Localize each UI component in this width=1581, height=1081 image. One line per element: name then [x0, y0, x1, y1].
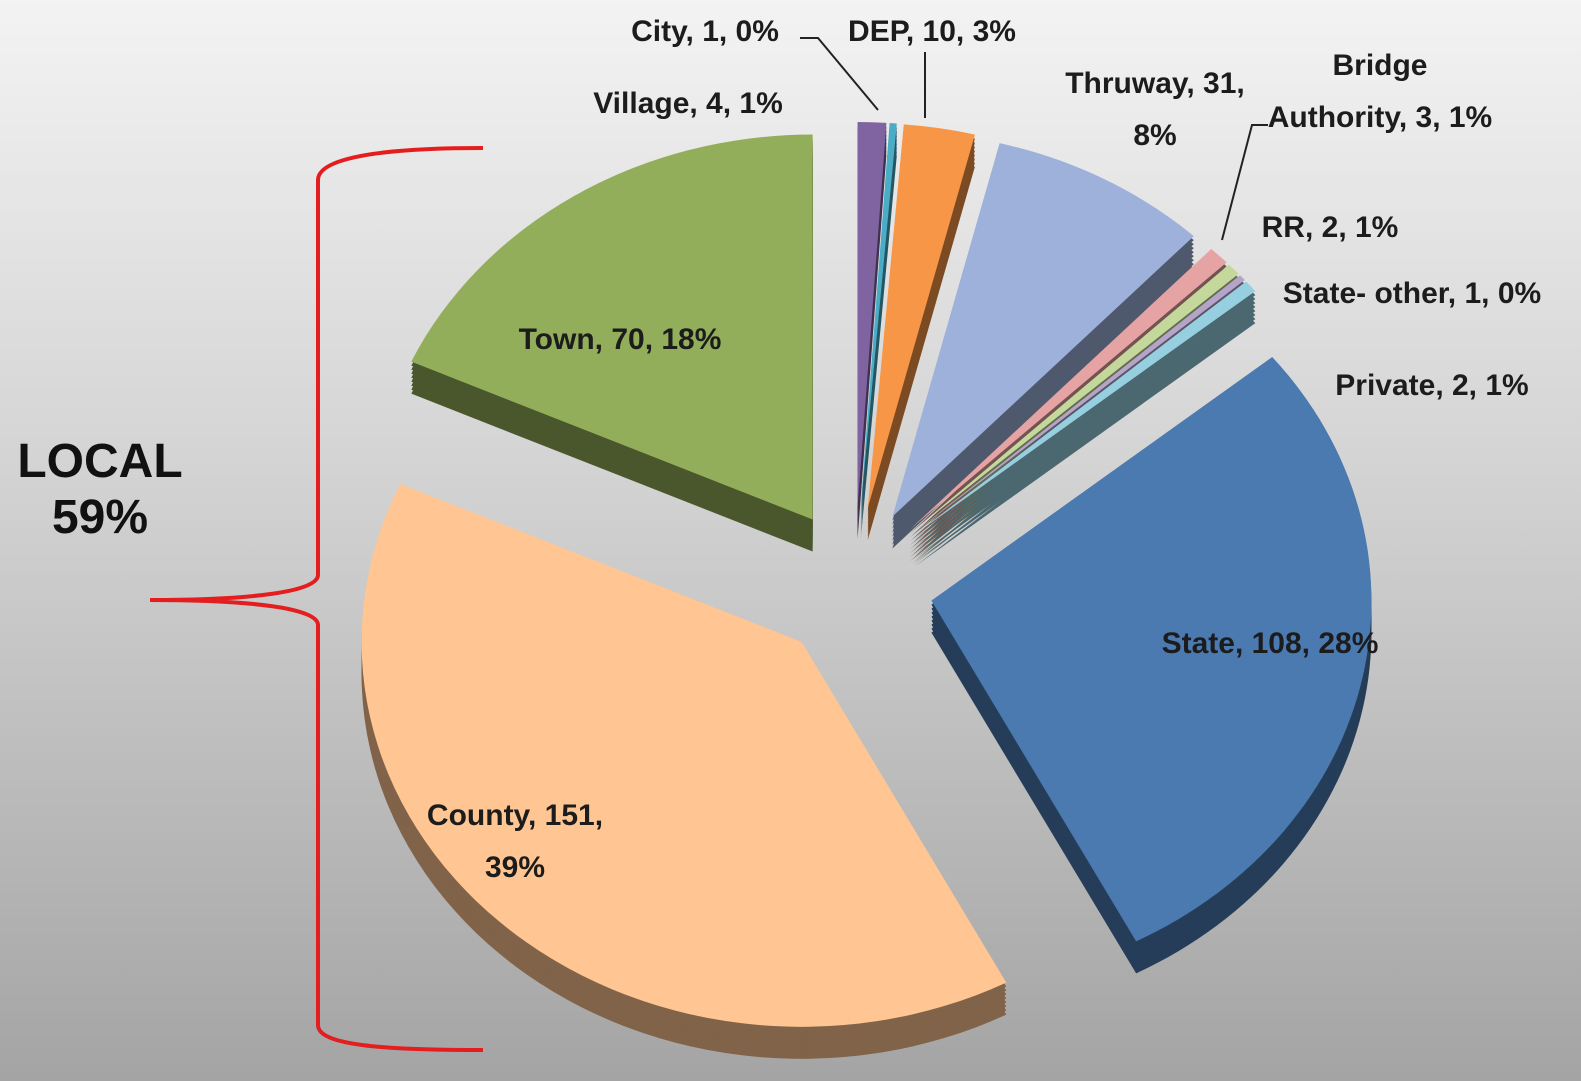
leader-line [800, 37, 879, 111]
data-label: State, 108, 28% [1161, 627, 1379, 660]
slice-depth [860, 143, 897, 528]
pie-slice [913, 275, 1245, 534]
pie-slice [857, 122, 887, 508]
pie-slice [914, 281, 1256, 535]
data-label: Town, 70, 18% [518, 323, 722, 356]
pie-slice [892, 143, 1194, 517]
data-label: Bridge Authority, 3, 1% [1267, 49, 1493, 134]
pie-slice [909, 249, 1227, 530]
data-label: City, 1, 0% [631, 15, 779, 48]
slice-depth [860, 155, 897, 540]
slice-depth [860, 139, 897, 524]
data-label: Private, 2, 1% [1335, 369, 1529, 402]
bracket [149, 146, 484, 1052]
data-label: County, 151, 39% [426, 799, 604, 884]
pie-slice [860, 123, 897, 508]
data-label: DEP, 10, 3% [848, 15, 1016, 48]
annotation: LOCAL 59% [17, 435, 183, 544]
pie-slice [867, 124, 975, 509]
pie-slice [361, 483, 1007, 1027]
pie-slice [912, 264, 1239, 532]
slice-depth [860, 151, 897, 536]
pie-slice [411, 134, 813, 520]
data-label: Village, 4, 1% [593, 87, 783, 120]
data-label: State- other, 1, 0% [1282, 277, 1542, 310]
slice-depth [860, 147, 897, 532]
leader-line [1221, 124, 1268, 241]
pie-slice [931, 357, 1372, 942]
slice-depth [860, 127, 897, 512]
data-label: Thruway, 31, 8% [1065, 67, 1245, 152]
data-label: RR, 2, 1% [1261, 211, 1399, 244]
slice-depth [860, 135, 897, 520]
slice-depth [860, 131, 897, 516]
